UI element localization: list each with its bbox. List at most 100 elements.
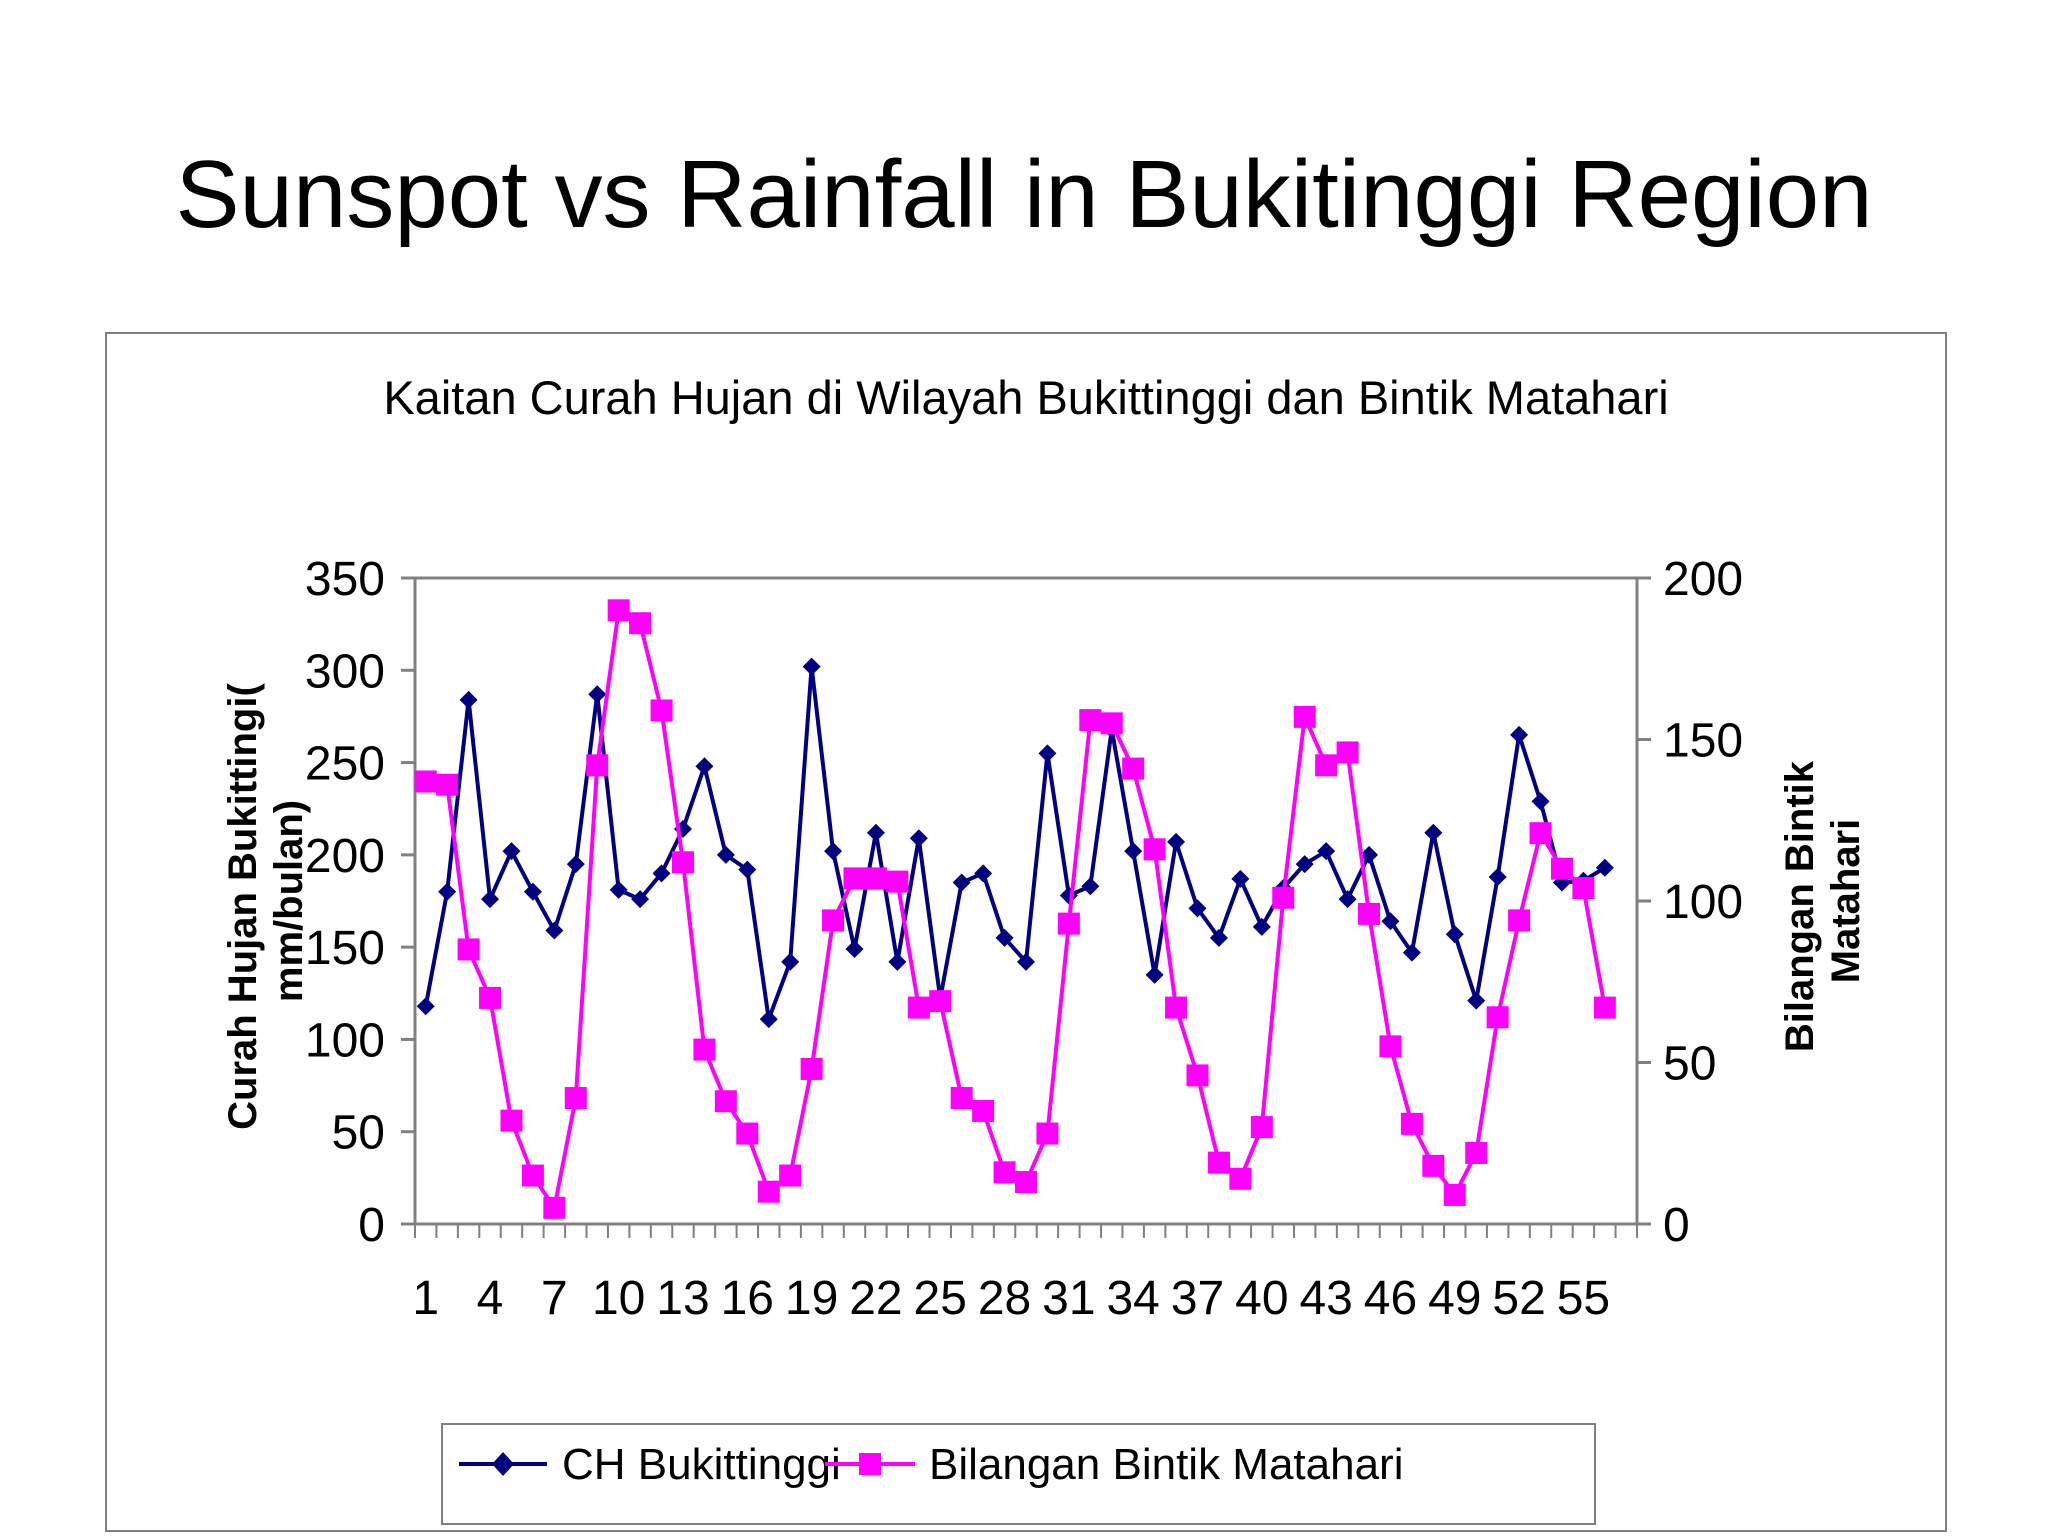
chart-frame: Kaitan Curah Hujan di Wilayah Bukittingg… bbox=[105, 332, 1947, 1532]
sunspot-point bbox=[1422, 1154, 1445, 1177]
left-tick-label: 50 bbox=[332, 1107, 385, 1160]
sunspot-point bbox=[843, 867, 866, 890]
sunspot-point bbox=[693, 1038, 716, 1061]
ch-point bbox=[481, 890, 500, 909]
ch-point bbox=[1317, 842, 1336, 861]
sunspot-point bbox=[1229, 1167, 1252, 1190]
sunspot-point bbox=[543, 1196, 566, 1219]
sunspot-point bbox=[972, 1099, 995, 1122]
right-axis-title-line2: Matahari bbox=[1824, 819, 1868, 984]
x-tick-label: 16 bbox=[721, 1272, 774, 1325]
sunspot-point bbox=[779, 1164, 802, 1187]
sunspot-point bbox=[1293, 705, 1316, 728]
sunspot-point bbox=[800, 1057, 823, 1080]
ch-point bbox=[1338, 890, 1357, 909]
ch-point bbox=[523, 882, 542, 901]
sunspot-point bbox=[1272, 886, 1295, 909]
sunspot-point bbox=[864, 867, 887, 890]
x-tick-label: 55 bbox=[1557, 1272, 1610, 1325]
left-tick-label: 250 bbox=[305, 738, 385, 791]
left-tick-label: 350 bbox=[305, 553, 385, 606]
sunspot-point bbox=[1529, 822, 1552, 845]
x-tick-label: 49 bbox=[1428, 1272, 1481, 1325]
sunspot-point bbox=[500, 1109, 523, 1132]
ch-point bbox=[1017, 952, 1035, 971]
sunspot-point bbox=[629, 612, 652, 635]
sunspot-point bbox=[1015, 1171, 1037, 1194]
left-axis-title-line1: Curah Hujan Bukittingi( bbox=[221, 683, 265, 1130]
plot-area bbox=[413, 576, 1639, 1226]
ch-point bbox=[631, 890, 650, 909]
sunspot-point bbox=[457, 938, 480, 961]
ch-point bbox=[1424, 823, 1443, 842]
ch-point bbox=[1467, 991, 1486, 1010]
ch-point bbox=[1402, 943, 1421, 962]
left-tick-label: 150 bbox=[305, 922, 385, 975]
legend-ch-label: CH Bukittinggi bbox=[562, 1440, 841, 1489]
ch-point bbox=[545, 921, 564, 940]
ch-point bbox=[1531, 792, 1550, 811]
ch-point bbox=[566, 855, 585, 874]
ch-point bbox=[866, 823, 885, 842]
ch-point bbox=[1188, 899, 1207, 918]
right-tick-label: 0 bbox=[1663, 1199, 1690, 1252]
x-tick-label: 31 bbox=[1042, 1272, 1095, 1325]
left-tick-label: 200 bbox=[305, 830, 385, 883]
left-tick-label: 0 bbox=[358, 1199, 385, 1252]
sunspot-point bbox=[1100, 712, 1123, 735]
sunspot-point bbox=[907, 996, 930, 1019]
ch-point bbox=[459, 690, 478, 709]
ch-point bbox=[824, 842, 843, 861]
right-tick-label: 150 bbox=[1663, 715, 1743, 768]
right-axis-title: Bilangan Bintik Matahari bbox=[1778, 750, 1868, 1052]
sunspot-point bbox=[1443, 1183, 1466, 1206]
x-tick-label: 37 bbox=[1171, 1272, 1224, 1325]
sunspot-point bbox=[1079, 709, 1102, 732]
legend: CH Bukittinggi Bilangan Bintik Matahari bbox=[441, 1423, 1596, 1525]
x-tick-label: 52 bbox=[1492, 1272, 1545, 1325]
sunspot-point bbox=[950, 1087, 973, 1110]
ch-point bbox=[1145, 965, 1164, 984]
ch-point bbox=[716, 845, 735, 864]
x-tick-label: 4 bbox=[477, 1272, 504, 1325]
ch-point bbox=[1081, 877, 1100, 896]
legend-box bbox=[441, 1423, 1596, 1525]
sunspot-point bbox=[1400, 1112, 1423, 1135]
ch-point bbox=[888, 952, 907, 971]
ch-point bbox=[1488, 868, 1507, 887]
series-ch-bukittinggi bbox=[416, 657, 1614, 1029]
x-tick-label: 28 bbox=[978, 1272, 1031, 1325]
sunspot-point bbox=[414, 770, 437, 793]
sunspot-point bbox=[436, 773, 459, 796]
sunspot-point bbox=[1465, 1141, 1488, 1164]
sunspot-point bbox=[1207, 1151, 1230, 1174]
x-tick-label: 19 bbox=[785, 1272, 838, 1325]
ch-point bbox=[1038, 744, 1057, 763]
ch-point bbox=[1295, 855, 1314, 874]
left-axis-title: Curah Hujan Bukittingi( mm/bulan) bbox=[221, 672, 311, 1130]
right-tick-label: 50 bbox=[1663, 1038, 1716, 1091]
legend-ch-marker bbox=[492, 1452, 514, 1476]
sunspot-point bbox=[1508, 909, 1531, 932]
sunspot-point bbox=[757, 1180, 780, 1203]
ch-point bbox=[1252, 917, 1271, 936]
sunspot-point bbox=[993, 1161, 1016, 1184]
right-axis-title-line1: Bilangan Bintik bbox=[1778, 760, 1822, 1052]
ch-point bbox=[909, 829, 928, 848]
series-bilangan-bintik-matahari bbox=[414, 599, 1616, 1219]
left-tick-label: 300 bbox=[305, 645, 385, 698]
sunspot-point bbox=[1143, 838, 1166, 861]
x-tick-label: 22 bbox=[849, 1272, 902, 1325]
ch-point bbox=[1209, 928, 1228, 947]
x-tick-label: 7 bbox=[541, 1272, 568, 1325]
chart-title: Kaitan Curah Hujan di Wilayah Bukittingg… bbox=[383, 371, 1668, 424]
sunspot-point bbox=[1036, 1122, 1059, 1145]
sunspot-point bbox=[886, 870, 909, 893]
ch-point bbox=[995, 928, 1014, 947]
legend-sun-marker bbox=[859, 1453, 881, 1475]
sunspot-point bbox=[564, 1087, 587, 1110]
ch-point bbox=[1231, 869, 1250, 888]
sunspot-point bbox=[1572, 877, 1595, 900]
right-tick-label: 200 bbox=[1663, 553, 1743, 606]
axes: 0 50 100 150 200 250 300 350 0 50 100 150 200 1 4 7 10 13… bbox=[305, 553, 1743, 1325]
